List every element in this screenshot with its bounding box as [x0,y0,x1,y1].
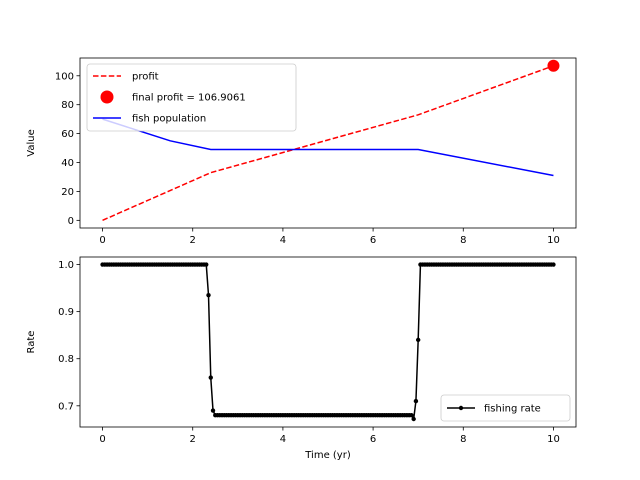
fishing-rate-point [551,262,556,267]
legend-label: fishing rate [484,404,541,415]
legend-label: fish population [132,114,206,125]
y-tick-label: 20 [61,187,74,198]
y-axis-label: Rate [26,331,37,354]
x-tick-label: 10 [547,235,560,246]
legend-box [86,63,297,132]
legend-marker [458,405,464,411]
x-tick-label: 4 [280,434,286,445]
y-tick-label: 0.9 [58,307,74,318]
x-tick-label: 10 [547,434,560,445]
legend: profit final profit = 106.9061 fish popula… [86,63,297,132]
y-tick-label: 1.0 [58,260,74,271]
x-tick-label: 6 [370,235,376,246]
legend-marker [100,90,114,104]
fishing-rate-point [409,413,414,418]
fishing-rate-point [415,337,421,343]
x-tick-label: 4 [280,235,286,246]
fishing-rate-point [208,375,213,380]
legend-label: profit [132,72,159,83]
legend-box [440,394,571,422]
legend: fishing rate [440,394,571,422]
y-tick-label: 80 [61,100,74,111]
x-tick-label: 2 [190,235,196,246]
fishing-rate-point [413,398,419,404]
x-tick-label: 2 [190,434,196,445]
x-tick-label: 0 [99,235,105,246]
legend-label: final profit = 106.9061 [132,93,246,104]
fishing-rate-point [204,262,209,267]
y-tick-label: 0.7 [58,401,74,412]
x-tick-label: 6 [370,434,376,445]
chart-2: 0 2 4 6 8 10 0.7 0.8 0.9 1.0 Rate Time (yr) fishing … [26,256,577,461]
x-tick-label: 8 [460,434,466,445]
fishing-rate-point [210,408,216,413]
x-axis-label: Time (yr) [304,450,351,461]
fishing-rate-point [206,292,211,298]
fish-population-line [102,118,554,177]
y-tick-label: 0.8 [58,354,74,365]
final-profit-marker [547,59,560,72]
profit-line [102,65,554,222]
y-tick-label: 100 [55,71,74,82]
y-tick-label: 60 [61,129,74,140]
y-tick-label: 40 [61,158,74,169]
y-axis-label: Value [26,129,37,156]
y-tick-label: 0 [68,216,74,227]
x-tick-label: 0 [99,434,105,445]
fishing-rate-point [411,416,416,422]
x-tick-label: 8 [460,235,466,246]
